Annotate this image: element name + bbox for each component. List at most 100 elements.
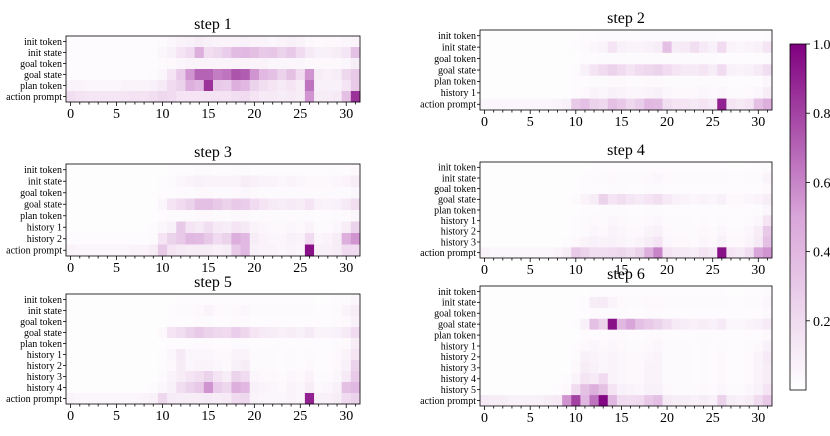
heatmap-cell — [231, 393, 241, 405]
heatmap-cell — [148, 294, 159, 306]
heatmap-cell — [507, 30, 517, 42]
heatmap-cell — [249, 382, 260, 394]
heatmap-cell — [607, 340, 618, 352]
heatmap-cell — [553, 215, 563, 227]
heatmap-cell — [93, 210, 104, 222]
heatmap-cell — [553, 362, 563, 374]
heatmap-cell — [157, 338, 168, 350]
heatmap-cell — [480, 204, 490, 216]
heatmap-cell — [708, 395, 718, 407]
heatmap-cell — [708, 384, 718, 396]
heatmap-cell — [662, 226, 673, 238]
heatmap-cell — [571, 395, 581, 407]
heatmap-cell — [644, 395, 654, 407]
heatmap-cell — [580, 373, 590, 385]
heatmap-cell — [75, 47, 85, 59]
heatmap-cell — [489, 236, 499, 248]
heatmap-cell — [680, 194, 691, 206]
heatmap-cell — [744, 340, 755, 352]
heatmap-cell — [717, 247, 727, 259]
heatmap-cell — [139, 69, 150, 81]
heatmap-cell — [735, 183, 746, 195]
heatmap-cell — [735, 172, 746, 184]
heatmap-cell — [489, 162, 499, 174]
heatmap-cell — [176, 360, 186, 372]
heatmap-cell — [699, 236, 709, 248]
heatmap-cell — [111, 349, 122, 361]
heatmap-cell — [635, 183, 645, 195]
heatmap-cell — [525, 329, 536, 341]
heatmap-cell — [516, 41, 527, 54]
heatmap-cell — [653, 98, 663, 111]
y-tick-label: history 3 — [441, 363, 476, 374]
heatmap-cell — [653, 204, 663, 216]
heatmap-cell — [102, 36, 113, 48]
heatmap-cell — [213, 316, 223, 328]
y-tick-label: plan token — [434, 330, 476, 341]
heatmap-cell — [323, 371, 333, 383]
heatmap-cell — [653, 307, 663, 320]
heatmap-cell — [534, 52, 545, 65]
heatmap-cell — [286, 338, 297, 350]
heatmap-cell — [699, 162, 709, 174]
heatmap-cell — [689, 307, 700, 320]
heatmap-cell — [553, 286, 563, 298]
heatmap-cell — [231, 187, 241, 199]
heatmap-cell — [304, 360, 315, 372]
heatmap-cell — [102, 349, 113, 361]
heatmap-cell — [268, 360, 278, 372]
heatmap-cell — [139, 233, 150, 245]
heatmap-cell — [111, 294, 122, 306]
heatmap-cell — [616, 307, 627, 320]
heatmap-cell — [616, 351, 627, 363]
heatmap-cell — [653, 286, 663, 298]
heatmap-cell — [185, 244, 196, 257]
heatmap-cell — [480, 351, 490, 363]
heatmap-cell — [671, 247, 682, 259]
heatmap-cell — [84, 221, 94, 234]
heatmap-cell — [323, 382, 333, 394]
heatmap-cell — [222, 80, 232, 92]
heatmap-cell — [744, 172, 755, 184]
heatmap-cell — [148, 338, 159, 350]
x-tick-label: 30 — [751, 115, 765, 130]
heatmap-cell — [240, 58, 251, 70]
heatmap-cell — [93, 221, 104, 234]
heatmap-cell — [130, 316, 140, 328]
heatmap-cell — [231, 164, 241, 176]
heatmap-cell — [350, 198, 361, 211]
heatmap-cell — [185, 69, 196, 81]
heatmap-cell — [662, 41, 673, 54]
heatmap-cell — [213, 233, 223, 245]
heatmap-cell — [203, 187, 214, 199]
heatmap-cell — [598, 395, 609, 407]
heatmap-cell — [111, 175, 122, 188]
heatmap-cell — [635, 98, 645, 111]
heatmap-cell — [644, 52, 654, 65]
heatmap-cell — [167, 360, 177, 372]
heatmap-cell — [277, 294, 287, 306]
heatmap-cell — [176, 294, 186, 306]
heatmap-cell — [240, 294, 251, 306]
heatmap-cell — [607, 384, 618, 396]
heatmap-cell — [717, 384, 727, 396]
heatmap-cell — [580, 215, 590, 227]
heatmap-cell — [699, 30, 709, 42]
heatmap-cell — [607, 236, 618, 248]
x-tick-label: 15 — [201, 107, 215, 122]
heatmap-cell — [735, 329, 746, 341]
heatmap-cell — [726, 226, 736, 238]
x-tick-label: 10 — [569, 411, 583, 426]
heatmap-cell — [553, 64, 563, 77]
heatmap-cell — [93, 164, 104, 176]
heatmap-cell — [185, 91, 196, 103]
heatmap-cell — [130, 210, 140, 222]
heatmap-cell — [553, 318, 563, 331]
heatmap-cell — [489, 296, 499, 309]
heatmap-cell — [148, 175, 159, 188]
heatmap-cell — [341, 294, 352, 306]
heatmap-cell — [534, 98, 545, 111]
heatmap-cell — [350, 47, 361, 59]
heatmap-cell — [708, 183, 718, 195]
heatmap-cell — [203, 80, 214, 92]
